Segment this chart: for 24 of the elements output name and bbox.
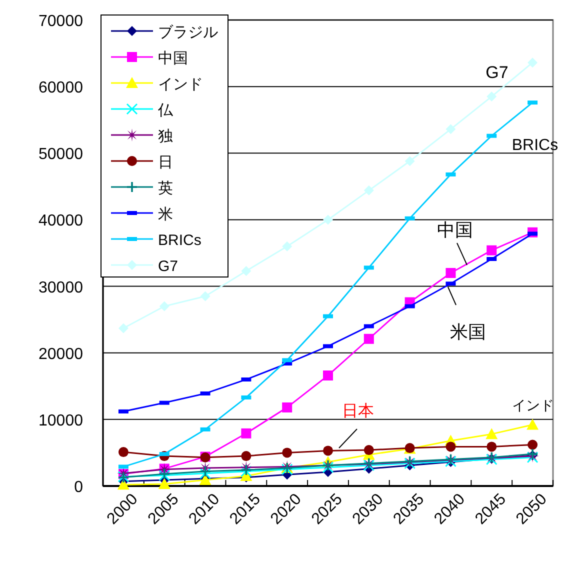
annotation: 中国 <box>437 220 473 240</box>
y-tick-label: 10000 <box>38 412 84 430</box>
annotation: G7 <box>486 63 508 82</box>
legend-label: 英 <box>158 180 173 197</box>
legend-label: 仏 <box>157 102 174 119</box>
legend-label: 日 <box>158 154 173 171</box>
annotation: BRICs <box>512 137 558 154</box>
annotation: インド <box>512 397 554 413</box>
y-tick-label: 20000 <box>38 346 84 363</box>
legend-label: ブラジル <box>158 24 218 41</box>
legend-label: BRICs <box>158 232 202 249</box>
y-tick-label: 50000 <box>38 146 84 164</box>
y-tick-label: 40000 <box>38 212 84 230</box>
legend-label: 独 <box>158 128 173 145</box>
y-tick-label: 0 <box>74 479 84 496</box>
annotation: 米国 <box>450 322 486 342</box>
legend-label: 中国 <box>158 50 188 67</box>
legend-label: インド <box>158 76 203 93</box>
legend-label: 米 <box>158 206 173 223</box>
legend-label: G7 <box>158 258 178 275</box>
y-tick-label: 30000 <box>38 279 84 296</box>
annotation: 日本 <box>342 402 374 420</box>
y-tick-label: 60000 <box>38 80 84 97</box>
y-tick-label: 70000 <box>38 13 84 30</box>
